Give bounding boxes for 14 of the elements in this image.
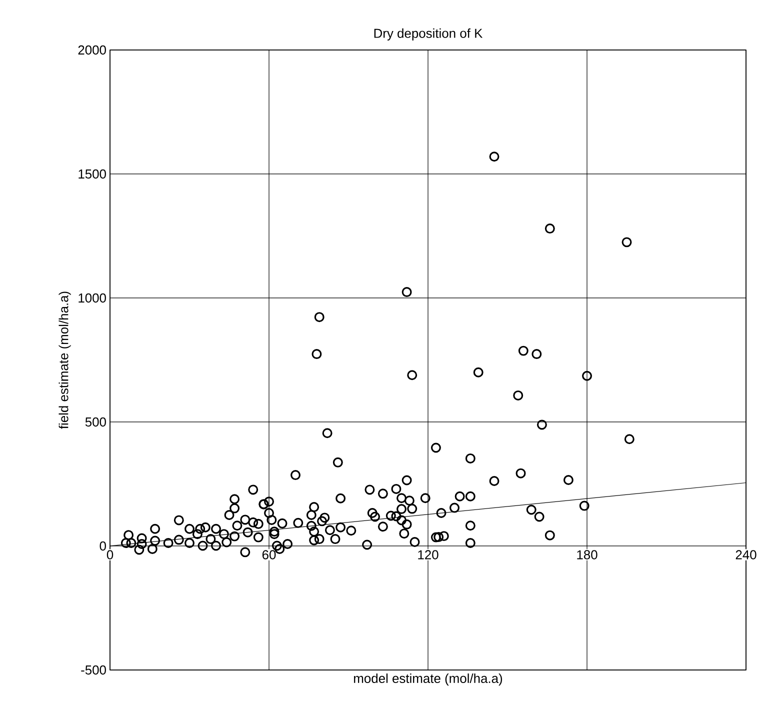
x-tick-label: 60 — [262, 550, 276, 560]
chart-title: Dry deposition of K — [374, 28, 483, 40]
x-tick-label: 180 — [577, 550, 598, 560]
x-tick-label: 120 — [418, 550, 438, 560]
y-tick-label: 1500 — [78, 169, 106, 179]
y-tick-label: 2000 — [78, 45, 106, 55]
x-tick-label: 0 — [106, 550, 114, 560]
x-axis-title: model estimate (mol/ha.a) — [354, 674, 502, 686]
y-tick-label: 500 — [85, 417, 106, 427]
y-axis-title: field estimate (mol/ha.a) — [58, 292, 71, 429]
y-tick-label: 0 — [100, 541, 106, 551]
x-tick-label: 240 — [736, 550, 756, 560]
y-tick-label: -500 — [81, 665, 106, 675]
y-tick-label: 1000 — [78, 293, 106, 303]
